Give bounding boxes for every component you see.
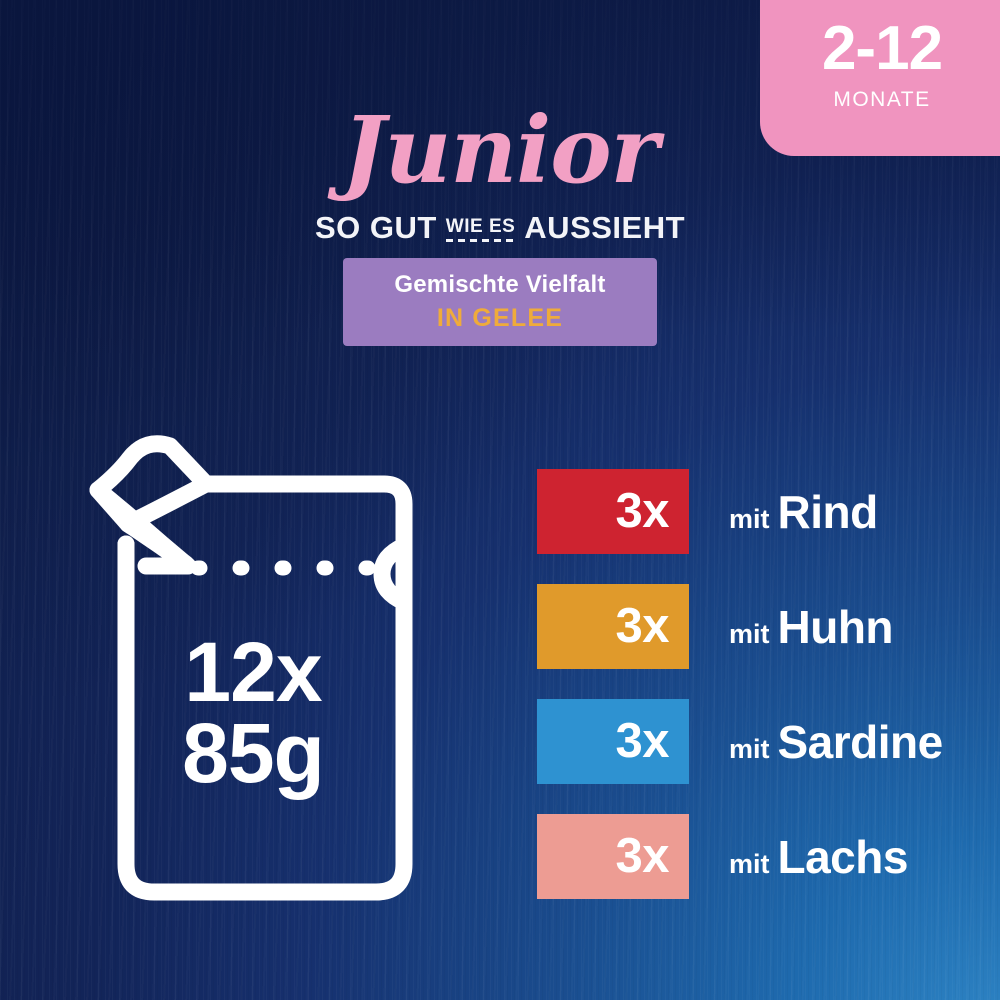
flavor-label: mit Sardine [729,715,943,769]
flavor-count-label: 3x [615,599,669,653]
flavor-name-label: Huhn [777,600,894,653]
flavor-row: 3x mit Rind [537,469,967,554]
variety-banner: Gemischte Vielfalt IN GELEE [343,258,657,346]
flavor-count-chip: 3x [537,699,689,784]
tagline-dashed-underline [445,239,516,242]
pouch-body-path [117,475,413,901]
age-unit-label: MONATE [833,88,931,111]
brand-tagline: SO GUT WIE ES AUSSIEHT [0,212,1000,243]
flavor-breakdown-list: 3x mit Rind 3x mit Huhn 3x mit Sardine 3x mit Lachs [537,469,967,899]
tagline-part-1: SO GUT [314,210,437,245]
flavor-label: mit Rind [729,485,878,539]
flavor-count-label: 3x [615,829,669,883]
flavor-prefix-label: mit [729,503,770,534]
pouch-tear-flap-fold [119,515,195,573]
flavor-count-label: 3x [615,484,669,538]
flavor-label: mit Huhn [729,600,894,654]
flavor-prefix-label: mit [729,848,770,879]
brand-block: Junior SO GUT WIE ES AUSSIEHT [0,104,1000,243]
flavor-row: 3x mit Huhn [537,584,967,669]
variety-line-2: IN GELEE [436,304,564,332]
flavor-row: 3x mit Sardine [537,699,967,784]
flavor-name-label: Rind [777,485,879,538]
age-badge: 2-12 MONATE [760,0,1000,156]
flavor-label: mit Lachs [729,830,908,884]
tagline-small-group: WIE ES [445,216,516,242]
flavor-name-label: Lachs [777,830,909,883]
age-range-label: 2-12 [821,14,943,83]
flavor-name-label: Sardine [777,715,944,768]
tagline-part-2: AUSSIEHT [524,210,686,245]
flavor-count-chip: 3x [537,584,689,669]
pouch-illustration: 12x 85g [86,424,426,904]
pouch-count-line: 12x [184,625,322,719]
pouch-tear-notch [373,537,413,611]
pouch-weight-line: 85g [182,706,325,801]
flavor-count-chip: 3x [537,469,689,554]
tagline-small-text: WIE ES [445,216,516,237]
flavor-prefix-label: mit [729,618,770,649]
variety-line-1: Gemischte Vielfalt [394,271,606,298]
pouch-quantity-text: 12x 85g [86,625,420,801]
brand-title: Junior [341,96,659,204]
flavor-count-label: 3x [615,714,669,768]
flavor-count-chip: 3x [537,814,689,899]
flavor-row: 3x mit Lachs [537,814,967,899]
pouch-outline-icon [89,435,413,901]
flavor-prefix-label: mit [729,733,770,764]
pouch-tear-flap-upper [89,435,215,533]
